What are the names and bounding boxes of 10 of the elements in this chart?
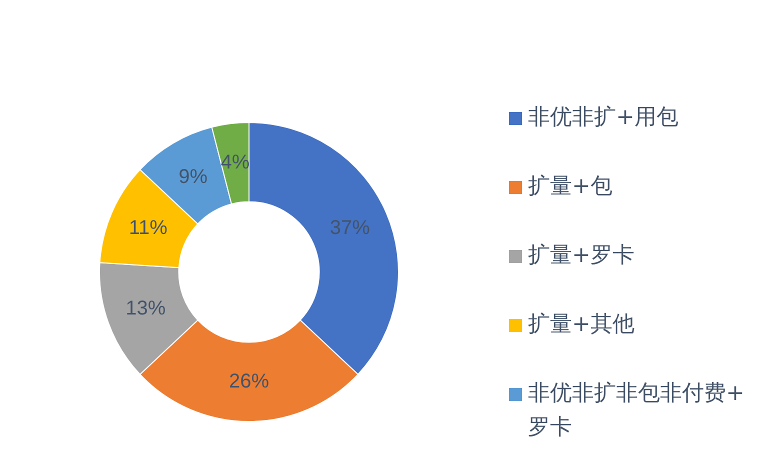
- data-label: 11%: [128, 216, 168, 239]
- legend-label: 非优非扩+用包: [528, 104, 680, 132]
- data-label: 13%: [126, 298, 166, 320]
- legend-label: 扩量+其他: [528, 311, 636, 339]
- data-label: 37%: [330, 216, 370, 239]
- legend-label: 扩量+罗卡: [528, 242, 636, 270]
- legend-label: 非优非扩非包非付费+罗卡: [528, 380, 746, 442]
- data-label: 26%: [228, 370, 270, 392]
- legend-label: 扩量+包: [528, 173, 614, 201]
- data-label: 9%: [178, 166, 208, 188]
